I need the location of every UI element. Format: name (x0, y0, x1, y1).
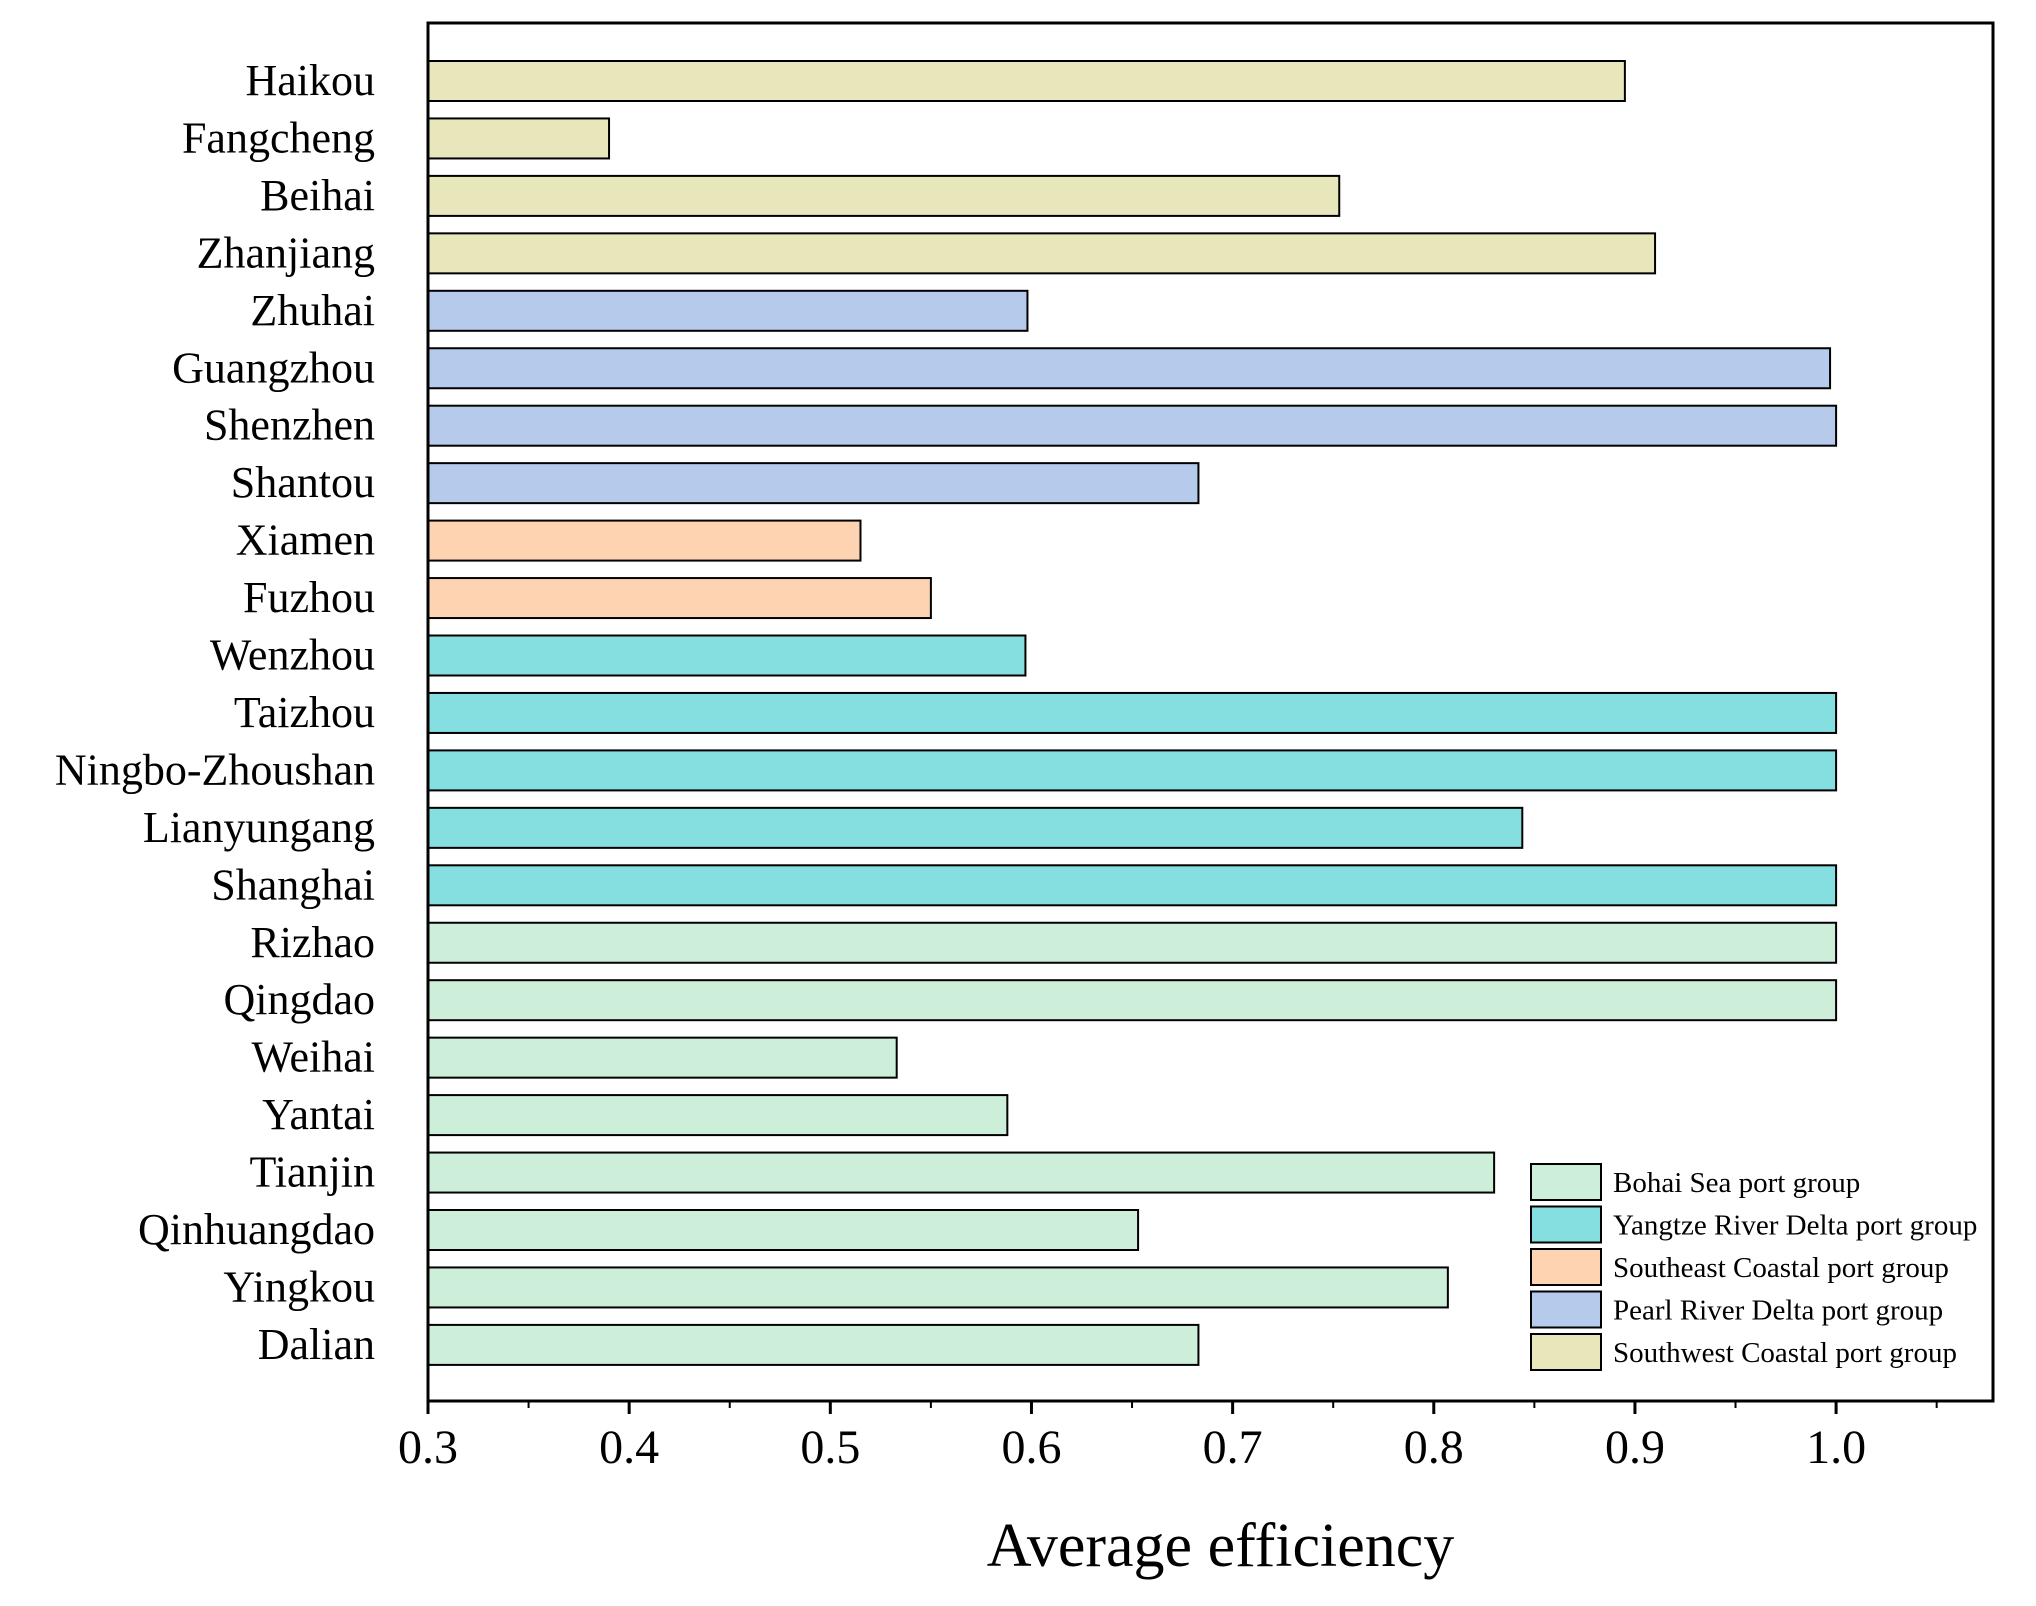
bars-layer (427, 60, 1838, 1366)
plot-frame (426, 21, 1995, 1403)
y-label-shenzhen: Shenzhen (204, 401, 375, 450)
legend-label-southeast-coastal-port-group: Southeast Coastal port group (1613, 1252, 1949, 1284)
y-label-weihai: Weihai (251, 1033, 375, 1082)
y-label-dalian: Dalian (258, 1320, 375, 1369)
y-label-xiamen: Xiamen (236, 516, 375, 565)
bar-xiamen (427, 519, 862, 562)
bar-shanghai (427, 864, 1838, 907)
y-label-rizhao: Rizhao (250, 918, 375, 967)
y-label-qingdao: Qingdao (223, 975, 375, 1024)
x-tick-label: 0.9 (1605, 1421, 1665, 1474)
y-axis-labels: Haikou Fangcheng Beihai Zhanjiang Zhuhai Guan… (55, 56, 375, 1369)
legend-swatch-southwest-coastal-port-group (1530, 1333, 1602, 1371)
legend-label-yangtze-river-delta-port-group: Yangtze River Delta port group (1613, 1210, 1977, 1242)
y-label-shanghai: Shanghai (211, 860, 375, 909)
bar-ningbo-zhoushan (427, 749, 1838, 792)
y-label-qinhuangdao: Qinhuangdao (138, 1205, 375, 1254)
legend: Bohai Sea port group Yangtze River Delta … (1530, 1163, 1977, 1371)
bar-guangzhou (427, 347, 1832, 390)
y-label-yantai: Yantai (262, 1090, 375, 1139)
x-tick-label: 1.0 (1806, 1421, 1866, 1474)
bar-qingdao (427, 979, 1838, 1022)
bar-fuzhou (427, 577, 932, 620)
y-label-ningbo-zhoushan: Ningbo-Zhoushan (55, 745, 375, 794)
bar-wenzhou (427, 634, 1027, 677)
y-label-haikou: Haikou (245, 56, 375, 105)
legend-swatch-bohai-sea-port-group (1530, 1163, 1602, 1201)
bar-zhuhai (427, 289, 1029, 332)
y-label-tianjin: Tianjin (249, 1148, 375, 1197)
bar-yingkou (427, 1266, 1449, 1309)
bar-beihai (427, 174, 1341, 217)
y-label-taizhou: Taizhou (234, 688, 375, 737)
legend-swatch-pearl-river-delta-port-group (1530, 1290, 1602, 1329)
y-label-fangcheng: Fangcheng (182, 113, 375, 162)
x-axis-title: Average efficiency (987, 1512, 1455, 1580)
bar-lianyungang (427, 806, 1524, 849)
y-label-beihai: Beihai (260, 171, 375, 220)
x-tick-label: 0.4 (599, 1421, 659, 1474)
bar-dalian (427, 1323, 1200, 1366)
y-label-shantou: Shantou (231, 458, 375, 507)
y-label-lianyungang: Lianyungang (143, 803, 375, 852)
y-label-fuzhou: Fuzhou (243, 573, 375, 622)
bar-shenzhen (427, 404, 1838, 447)
y-label-zhuhai: Zhuhai (250, 286, 375, 335)
legend-label-pearl-river-delta-port-group: Pearl River Delta port group (1613, 1295, 1943, 1327)
y-label-yingkou: Yingkou (223, 1262, 375, 1311)
x-tick-label: 0.7 (1203, 1421, 1263, 1474)
bar-haikou (427, 60, 1626, 102)
legend-swatch-yangtze-river-delta-port-group (1530, 1205, 1602, 1244)
bar-qinhuangdao (427, 1209, 1140, 1251)
y-label-zhanjiang: Zhanjiang (197, 228, 375, 277)
bar-zhanjiang (427, 232, 1657, 275)
bar-tianjin (427, 1151, 1496, 1194)
y-label-guangzhou: Guangzhou (172, 343, 375, 392)
x-axis: 0.3 0.4 0.5 0.6 0.7 0.8 0.9 1.0 (398, 1401, 1938, 1474)
bar-fangcheng (427, 117, 611, 160)
bar-taizhou (427, 691, 1838, 734)
bar-weihai (427, 1036, 898, 1079)
x-tick-label: 0.6 (1001, 1421, 1061, 1474)
x-tick-label: 0.8 (1404, 1421, 1464, 1474)
x-tick-label: 0.3 (398, 1421, 458, 1474)
y-label-wenzhou: Wenzhou (210, 631, 375, 680)
legend-label-southwest-coastal-port-group: Southwest Coastal port group (1613, 1337, 1957, 1369)
legend-swatch-southeast-coastal-port-group (1530, 1248, 1602, 1286)
bar-rizhao (427, 921, 1838, 964)
x-tick-label: 0.5 (800, 1421, 860, 1474)
legend-label-bohai-sea-port-group: Bohai Sea port group (1613, 1167, 1860, 1199)
bar-yantai (427, 1094, 1009, 1137)
bar-shantou (427, 462, 1200, 505)
